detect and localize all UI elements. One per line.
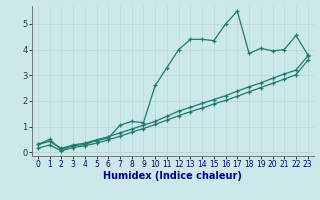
X-axis label: Humidex (Indice chaleur): Humidex (Indice chaleur) <box>103 171 242 181</box>
